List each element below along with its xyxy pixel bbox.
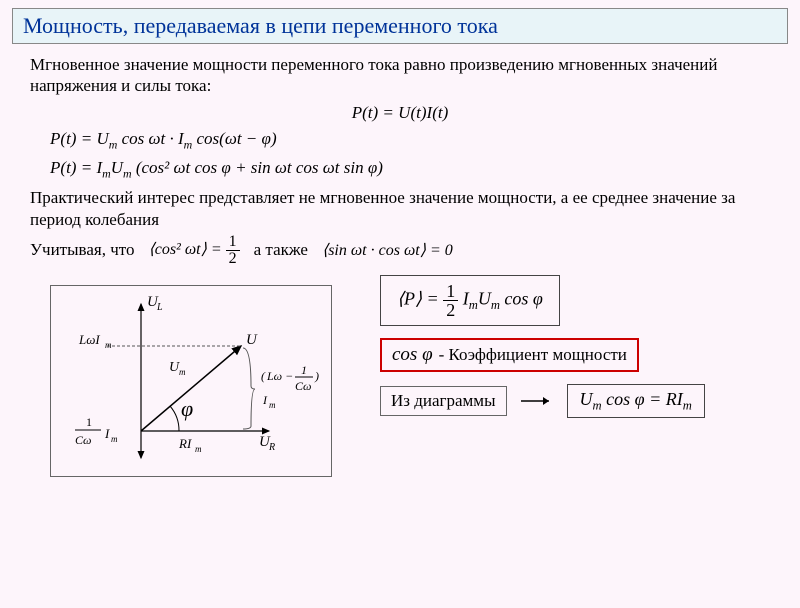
equation-3: P(t) = ImUm (cos² ωt cos φ + sin ωt cos … xyxy=(50,158,770,181)
svg-text:m: m xyxy=(111,434,118,444)
svg-text:I: I xyxy=(104,426,110,441)
final-relation: Um cos φ = RIm xyxy=(567,384,705,419)
equation-2: P(t) = Um cos ωt · Im cos(ωt − φ) xyxy=(50,129,770,152)
svg-text:Cω: Cω xyxy=(295,379,311,393)
svg-text:φ: φ xyxy=(181,396,193,421)
arrow-icon xyxy=(519,393,555,409)
svg-text:(: ( xyxy=(261,369,266,383)
from-diagram-label: Из диаграммы xyxy=(380,386,507,416)
svg-text:R: R xyxy=(268,442,275,453)
avg-power-formula: ⟨P⟩ = 12 ImUm cos φ xyxy=(380,275,560,326)
power-factor-box: cos φ - Коэффициент мощности xyxy=(380,338,639,372)
svg-text:1: 1 xyxy=(301,363,307,377)
svg-text:): ) xyxy=(314,369,319,383)
avg-cos2: ⟨cos² ωt⟩ = 12 xyxy=(148,234,239,267)
lower-region: U L U R U U m LωI m xyxy=(30,275,770,515)
svg-text:m: m xyxy=(179,367,186,377)
svg-text:Cω: Cω xyxy=(75,433,91,447)
averages-row: Учитывая, что ⟨cos² ωt⟩ = 12 а также ⟨si… xyxy=(30,234,770,267)
svg-text:L: L xyxy=(156,302,163,313)
svg-text:m: m xyxy=(105,340,112,350)
para-average: Практический интерес представляет не мгн… xyxy=(30,187,770,230)
svg-text:Lω −: Lω − xyxy=(266,369,293,383)
page-title: Мощность, передаваемая в цепи переменног… xyxy=(12,8,788,44)
right-column: ⟨P⟩ = 12 ImUm cos φ cos φ - Коэффициент … xyxy=(380,275,800,431)
phasor-diagram: U L U R U U m LωI m xyxy=(50,285,332,477)
considering-label: Учитывая, что xyxy=(30,240,134,260)
svg-text:RI: RI xyxy=(178,436,192,451)
avg-sincos: ⟨sin ωt · cos ωt⟩ = 0 xyxy=(322,240,453,260)
content-area: Мгновенное значение мощности переменного… xyxy=(0,54,800,515)
intro-text: Мгновенное значение мощности переменного… xyxy=(30,54,770,97)
power-factor-label: - Коэффициент мощности xyxy=(439,345,627,365)
svg-text:m: m xyxy=(269,400,276,410)
also-label: а также xyxy=(254,240,308,260)
equation-1: P(t) = U(t)I(t) xyxy=(30,103,770,123)
svg-text:LωI: LωI xyxy=(78,332,100,347)
svg-text:I: I xyxy=(262,393,268,407)
svg-text:m: m xyxy=(195,444,202,454)
svg-text:U: U xyxy=(246,332,258,348)
svg-text:1: 1 xyxy=(86,415,92,429)
